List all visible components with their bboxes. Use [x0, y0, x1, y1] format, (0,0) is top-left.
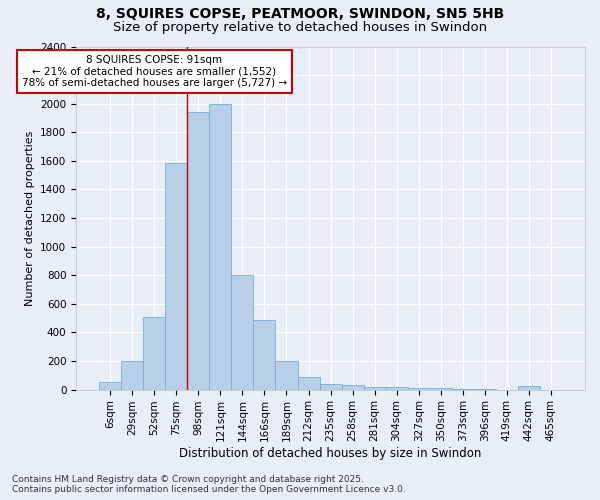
Bar [209, 104, 232, 390]
Bar [364, 386, 386, 390]
Bar [430, 388, 452, 390]
Bar [143, 316, 166, 390]
Bar [166, 163, 187, 390]
Bar [253, 320, 275, 390]
Bar [187, 112, 209, 390]
Bar [298, 376, 320, 390]
Bar [232, 275, 253, 390]
Bar [518, 386, 540, 390]
Text: Contains HM Land Registry data © Crown copyright and database right 2025.
Contai: Contains HM Land Registry data © Crown c… [12, 474, 406, 494]
Text: 8 SQUIRES COPSE: 91sqm
← 21% of detached houses are smaller (1,552)
78% of semi-: 8 SQUIRES COPSE: 91sqm ← 21% of detached… [22, 55, 287, 88]
Bar [320, 384, 341, 390]
X-axis label: Distribution of detached houses by size in Swindon: Distribution of detached houses by size … [179, 447, 482, 460]
Text: Size of property relative to detached houses in Swindon: Size of property relative to detached ho… [113, 21, 487, 34]
Bar [121, 361, 143, 390]
Bar [99, 382, 121, 390]
Bar [407, 388, 430, 390]
Y-axis label: Number of detached properties: Number of detached properties [25, 130, 35, 306]
Bar [386, 388, 407, 390]
Text: 8, SQUIRES COPSE, PEATMOOR, SWINDON, SN5 5HB: 8, SQUIRES COPSE, PEATMOOR, SWINDON, SN5… [96, 8, 504, 22]
Bar [452, 389, 474, 390]
Bar [275, 361, 298, 390]
Bar [341, 386, 364, 390]
